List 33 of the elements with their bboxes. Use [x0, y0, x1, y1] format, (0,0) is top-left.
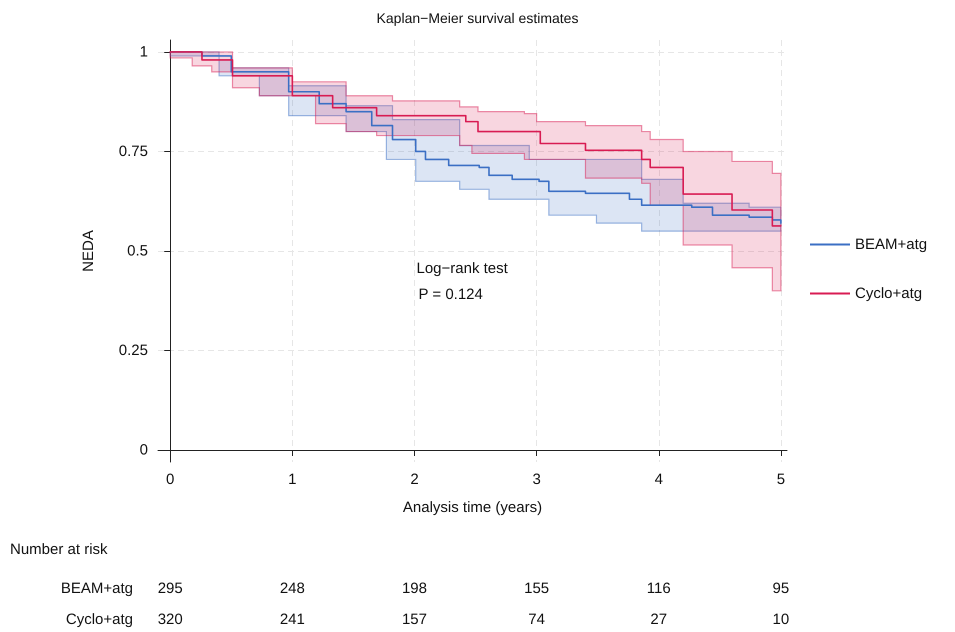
- legend-label: Cyclo+atg: [855, 285, 922, 302]
- text: 320: [158, 611, 183, 628]
- text: 10: [772, 611, 790, 628]
- text: 157: [402, 611, 427, 628]
- text: 198: [402, 580, 427, 597]
- x-tick-label: 3: [532, 471, 541, 488]
- legend-label: BEAM+atg: [855, 236, 928, 253]
- text: 241: [280, 611, 305, 628]
- annotation: P = 0.124: [418, 286, 483, 303]
- x-tick-label: 1: [288, 471, 297, 488]
- x-axis-title: Analysis time (years): [402, 499, 542, 516]
- x-tick-label: 5: [776, 471, 786, 488]
- x-tick-label: 4: [654, 471, 663, 488]
- y-tick-label: 0.5: [127, 242, 148, 260]
- x-tick-label: 2: [410, 471, 419, 488]
- text: BEAM+atg: [60, 580, 133, 597]
- y-tick-label: 1: [140, 43, 148, 60]
- text: 74: [528, 611, 545, 628]
- text: 95: [772, 580, 790, 597]
- text: 155: [524, 580, 550, 597]
- annotation: Log−rank test: [416, 260, 509, 277]
- text: 248: [280, 580, 305, 597]
- y-axis-title: NEDA: [80, 230, 97, 272]
- text: 27: [650, 611, 668, 628]
- x-tick-label: 0: [166, 471, 174, 488]
- y-tick-label: 0.75: [118, 142, 148, 160]
- chart-title: Kaplan−Meier survival estimates: [376, 10, 578, 26]
- y-tick-label: 0.25: [118, 342, 148, 360]
- text: Number at risk: [10, 541, 108, 558]
- text: 116: [646, 580, 671, 597]
- y-tick-label: 0: [140, 442, 148, 459]
- text: 295: [158, 580, 183, 597]
- text: Cyclo+atg: [66, 611, 133, 628]
